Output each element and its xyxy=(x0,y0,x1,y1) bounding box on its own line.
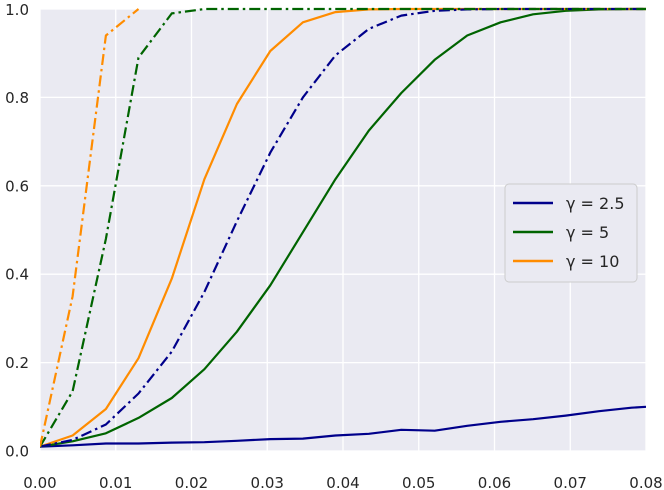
legend-label-2: γ = 10 xyxy=(566,252,619,271)
x-tick-label-6: 0.06 xyxy=(478,474,511,490)
legend-label-0: γ = 2.5 xyxy=(566,194,625,213)
x-tick-label-8: 0.08 xyxy=(629,474,662,490)
y-tick-label-5: 1.0 xyxy=(5,1,29,19)
series-line-5 xyxy=(40,8,140,447)
x-tick-label-7: 0.07 xyxy=(554,474,587,490)
x-tick-label-5: 0.05 xyxy=(402,474,435,490)
series-line-0 xyxy=(40,405,646,448)
series-line-3 xyxy=(40,7,646,448)
x-tick-label-2: 0.02 xyxy=(175,474,208,490)
legend: γ = 2.5 γ = 5 γ = 10 xyxy=(504,183,638,283)
series-line-2 xyxy=(40,7,646,448)
x-tick-label-3: 0.03 xyxy=(251,474,284,490)
x-tick-label-1: 0.01 xyxy=(99,474,132,490)
y-tick-label-2: 0.4 xyxy=(5,266,29,284)
x-tick-label-0: 0.00 xyxy=(23,474,56,490)
x-tick-labels: 0.00 0.01 0.02 0.03 0.04 0.05 0.06 0.07 0.08 xyxy=(23,474,662,490)
series-line-1 xyxy=(40,7,646,448)
legend-label-1: γ = 5 xyxy=(566,223,609,242)
y-tick-label-4: 0.8 xyxy=(5,89,29,107)
series-line-4 xyxy=(40,7,646,448)
legend-box xyxy=(504,183,638,283)
y-tick-label-3: 0.6 xyxy=(5,177,29,195)
series-group xyxy=(40,7,646,448)
y-tick-label-0: 0.0 xyxy=(5,443,29,461)
x-tick-label-4: 0.04 xyxy=(326,474,359,490)
y-tick-labels: 0.0 0.2 0.4 0.6 0.8 1.0 xyxy=(5,1,29,461)
y-tick-label-1: 0.2 xyxy=(5,354,29,372)
